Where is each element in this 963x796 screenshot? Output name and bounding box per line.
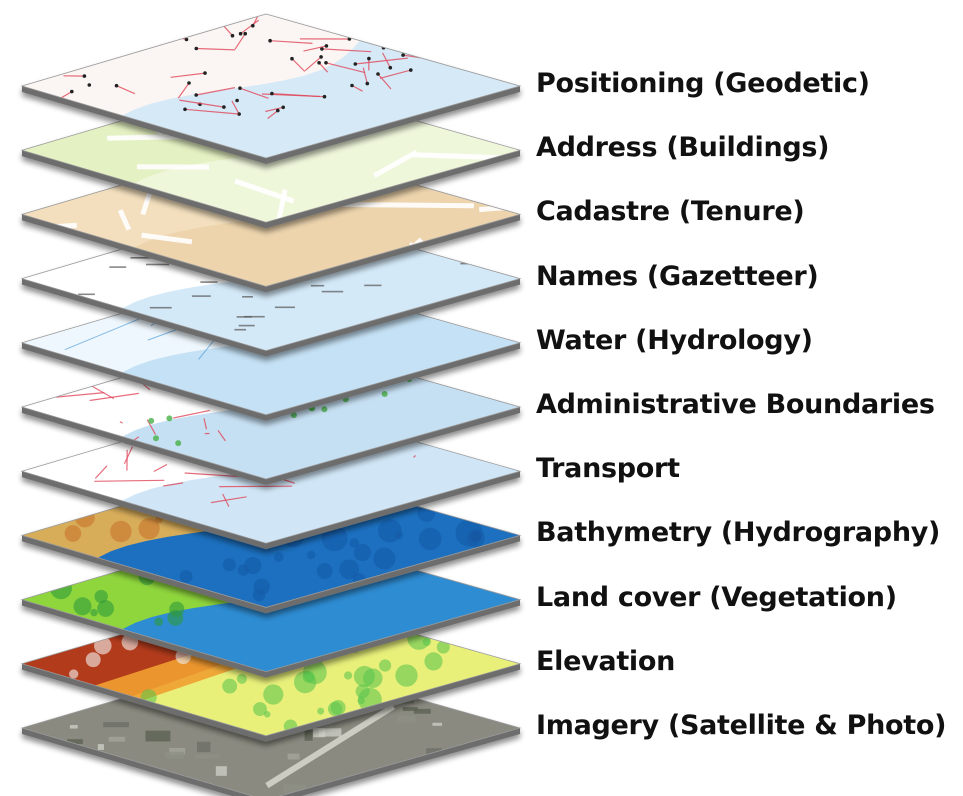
layer-label-imagery: Imagery (Satellite & Photo) [536,710,947,741]
layer-geodetic [20,13,522,164]
layer-label-landcover: Land cover (Vegetation) [536,581,897,613]
layer-label-names: Names (Gazetteer) [536,260,819,292]
layer-label-elevation: Elevation [536,645,676,677]
plate-face [22,14,520,158]
layer-label-geodetic: Positioning (Geodetic) [536,68,870,99]
layer-label-bathymetry: Bathymetry (Hydrography) [536,517,941,549]
layer-label-address: Address (Buildings) [536,132,830,164]
layer-label-transport: Transport [536,453,680,485]
plate-edge [22,728,520,796]
layer-label-admin: Administrative Boundaries [536,389,935,420]
layer-label-cadastre: Cadastre (Tenure) [536,196,805,228]
layer-label-water: Water (Hydrology) [536,324,813,356]
